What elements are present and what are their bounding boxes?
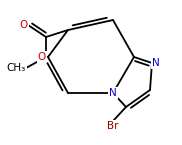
Text: O: O [38,52,46,62]
Text: Br: Br [107,121,119,131]
Text: CH₃: CH₃ [7,63,26,73]
Text: N: N [109,88,117,98]
Text: O: O [20,20,28,30]
Text: N: N [152,58,160,68]
